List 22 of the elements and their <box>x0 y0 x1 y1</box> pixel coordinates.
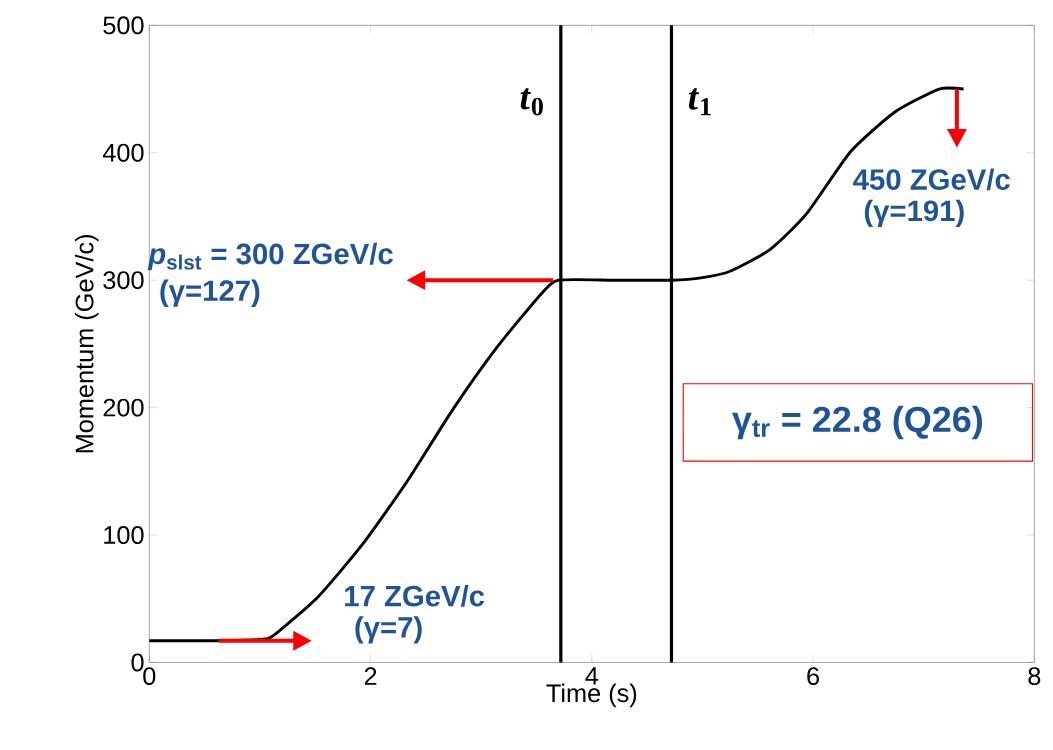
annotation: 17 ZGeV/c <box>345 584 485 607</box>
x-tick-label: 8 <box>1028 666 1041 685</box>
annotation: γ$_{tr}$ = 22.8 (Q26) <box>732 405 982 440</box>
annotation: (γ=7) <box>355 615 422 644</box>
annotation: 450 ZGeV/c <box>853 168 1010 191</box>
y-axis-title: Momentum (GeV/c) <box>74 234 99 453</box>
y-tick-label: 0 <box>131 653 144 672</box>
ref-line-label: t$_{1}$ <box>688 88 711 115</box>
annotation: (γ=127) <box>160 279 260 307</box>
y-tick-label: 100 <box>104 525 144 544</box>
y-tick-label: 500 <box>103 16 144 35</box>
y-tick-label: 200 <box>103 398 144 417</box>
x-tick-label: 2 <box>364 666 377 685</box>
annotation: (γ=191) <box>864 199 964 227</box>
x-tick-label: 6 <box>807 666 819 685</box>
y-tick-label: 400 <box>102 143 144 162</box>
x-axis-title: Time (s) <box>546 683 637 707</box>
annotation: p$_{slst}$ = 300 ZGeV/c <box>147 242 393 270</box>
ref-line-label: t$_{0}$ <box>520 87 543 116</box>
x-tick-label: 0 <box>143 666 156 685</box>
x-tick-label: 4 <box>585 666 599 685</box>
y-tick-label: 300 <box>103 271 144 289</box>
